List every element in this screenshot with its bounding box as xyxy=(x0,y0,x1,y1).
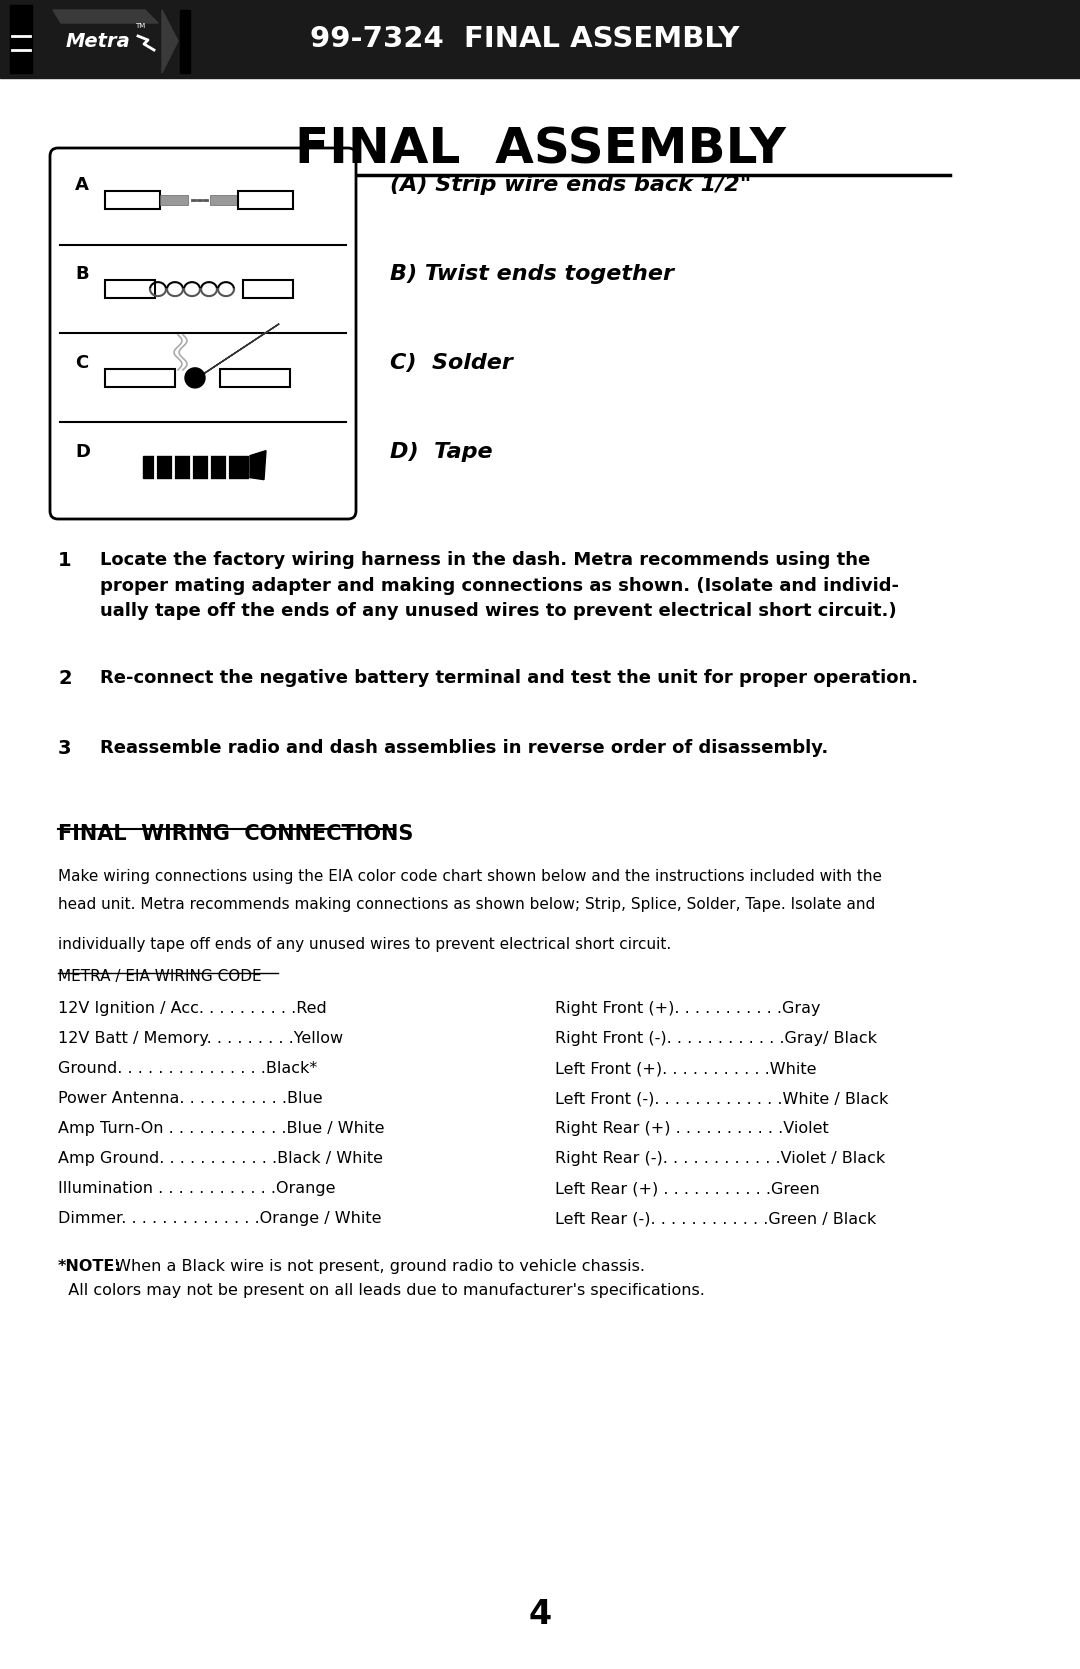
Text: B) Twist ends together: B) Twist ends together xyxy=(390,264,674,284)
Bar xyxy=(220,369,291,387)
Text: *NOTE:: *NOTE: xyxy=(58,1258,122,1273)
Bar xyxy=(180,10,190,73)
Bar xyxy=(105,369,175,387)
Text: 3: 3 xyxy=(58,739,71,758)
Bar xyxy=(243,280,293,299)
Text: 2: 2 xyxy=(58,669,71,688)
Text: Left Rear (+) . . . . . . . . . . .Green: Left Rear (+) . . . . . . . . . . .Green xyxy=(555,1182,820,1197)
Text: Right Front (-). . . . . . . . . . . .Gray/ Black: Right Front (-). . . . . . . . . . . .Gr… xyxy=(555,1031,877,1046)
Text: Right Front (+). . . . . . . . . . .Gray: Right Front (+). . . . . . . . . . .Gray xyxy=(555,1001,821,1016)
Text: When a Black wire is not present, ground radio to vehicle chassis.: When a Black wire is not present, ground… xyxy=(110,1258,645,1273)
Polygon shape xyxy=(249,451,266,479)
Text: Left Front (+). . . . . . . . . . .White: Left Front (+). . . . . . . . . . .White xyxy=(555,1061,816,1077)
Text: Metra: Metra xyxy=(66,32,131,52)
Bar xyxy=(238,192,293,209)
Text: 1: 1 xyxy=(58,551,71,571)
Polygon shape xyxy=(53,10,158,23)
Text: Ground. . . . . . . . . . . . . . .Black*: Ground. . . . . . . . . . . . . . .Black… xyxy=(58,1061,318,1077)
Text: Right Rear (+) . . . . . . . . . . .Violet: Right Rear (+) . . . . . . . . . . .Viol… xyxy=(555,1122,828,1137)
Text: TM: TM xyxy=(135,23,145,28)
Text: Make wiring connections using the EIA color code chart shown below and the instr: Make wiring connections using the EIA co… xyxy=(58,870,882,885)
Text: B: B xyxy=(75,265,89,284)
Text: 4: 4 xyxy=(528,1597,552,1631)
Text: A: A xyxy=(75,177,89,194)
Text: Power Antenna. . . . . . . . . . .Blue: Power Antenna. . . . . . . . . . .Blue xyxy=(58,1092,323,1107)
Text: Right Rear (-). . . . . . . . . . . .Violet / Black: Right Rear (-). . . . . . . . . . . .Vio… xyxy=(555,1152,886,1167)
Bar xyxy=(105,280,156,299)
FancyBboxPatch shape xyxy=(50,149,356,519)
Text: head unit. Metra recommends making connections as shown below; Strip, Splice, So: head unit. Metra recommends making conne… xyxy=(58,896,875,911)
Text: Reassemble radio and dash assemblies in reverse order of disassembly.: Reassemble radio and dash assemblies in … xyxy=(100,739,828,758)
Text: 99-7324  FINAL ASSEMBLY: 99-7324 FINAL ASSEMBLY xyxy=(310,25,740,53)
Text: C)  Solder: C) Solder xyxy=(390,352,513,372)
Circle shape xyxy=(185,367,205,387)
Polygon shape xyxy=(162,10,178,73)
Text: METRA / EIA WIRING CODE: METRA / EIA WIRING CODE xyxy=(58,970,261,985)
Polygon shape xyxy=(38,10,160,73)
Text: Locate the factory wiring harness in the dash. Metra recommends using the
proper: Locate the factory wiring harness in the… xyxy=(100,551,899,621)
Text: Illumination . . . . . . . . . . . .Orange: Illumination . . . . . . . . . . . .Oran… xyxy=(58,1182,336,1197)
Text: 12V Ignition / Acc. . . . . . . . . .Red: 12V Ignition / Acc. . . . . . . . . .Red xyxy=(58,1001,327,1016)
Text: All colors may not be present on all leads due to manufacturer's specifications.: All colors may not be present on all lea… xyxy=(58,1283,705,1298)
Text: individually tape off ends of any unused wires to prevent electrical short circu: individually tape off ends of any unused… xyxy=(58,936,672,951)
Text: D: D xyxy=(75,442,90,461)
Text: 12V Batt / Memory. . . . . . . . .Yellow: 12V Batt / Memory. . . . . . . . .Yellow xyxy=(58,1031,343,1046)
Text: D)  Tape: D) Tape xyxy=(390,442,492,462)
Text: (A) Strip wire ends back 1/2": (A) Strip wire ends back 1/2" xyxy=(390,175,752,195)
Polygon shape xyxy=(195,324,279,379)
Text: FINAL  ASSEMBLY: FINAL ASSEMBLY xyxy=(295,125,785,174)
Bar xyxy=(160,195,188,205)
Text: Dimmer. . . . . . . . . . . . . .Orange / White: Dimmer. . . . . . . . . . . . . .Orange … xyxy=(58,1212,381,1227)
Text: Left Front (-). . . . . . . . . . . . .White / Black: Left Front (-). . . . . . . . . . . . .W… xyxy=(555,1092,889,1107)
Bar xyxy=(143,456,248,477)
Text: Re-connect the negative battery terminal and test the unit for proper operation.: Re-connect the negative battery terminal… xyxy=(100,669,918,688)
Bar xyxy=(210,195,238,205)
Text: Amp Turn-On . . . . . . . . . . . .Blue / White: Amp Turn-On . . . . . . . . . . . .Blue … xyxy=(58,1122,384,1137)
Bar xyxy=(10,5,32,73)
Text: C: C xyxy=(75,354,89,372)
Text: Left Rear (-). . . . . . . . . . . .Green / Black: Left Rear (-). . . . . . . . . . . .Gree… xyxy=(555,1212,876,1227)
Bar xyxy=(105,192,160,209)
Text: Amp Ground. . . . . . . . . . . .Black / White: Amp Ground. . . . . . . . . . . .Black /… xyxy=(58,1152,383,1167)
Bar xyxy=(0,0,1080,78)
Text: FINAL  WIRING  CONNECTIONS: FINAL WIRING CONNECTIONS xyxy=(58,824,414,845)
